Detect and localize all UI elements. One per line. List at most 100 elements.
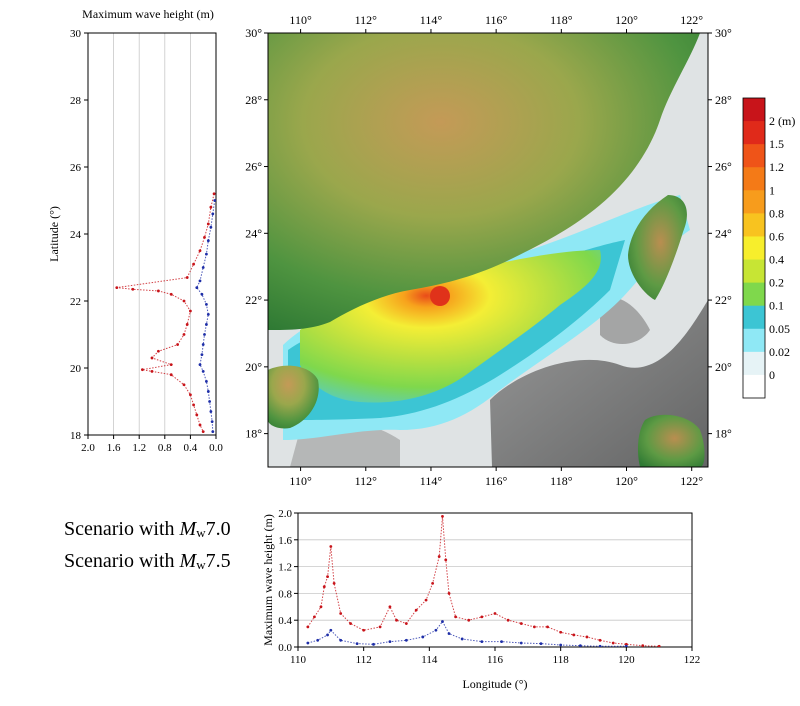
map-bottom-tick-label: 110° <box>289 474 312 488</box>
left-y-tick-label: 28 <box>70 95 82 107</box>
colorbar-label: 1.2 <box>769 160 784 174</box>
bottom-data-point <box>572 633 576 637</box>
map-left-tick-label: 18° <box>245 427 262 441</box>
colorbar-block <box>743 259 765 284</box>
legend-var: M <box>179 518 197 540</box>
left-data-point <box>201 343 205 346</box>
map-left-tick-label: 26° <box>245 160 262 174</box>
map-right-tick-label: 18° <box>715 427 732 441</box>
colorbar-block <box>743 282 765 307</box>
bottom-data-point <box>519 622 523 625</box>
colorbar-block <box>743 213 765 237</box>
left-data-point <box>211 212 215 216</box>
bottom-data-point <box>500 640 503 644</box>
colorbar-block <box>743 236 765 261</box>
colorbar-block <box>743 328 765 353</box>
bottom-data-trace <box>307 516 660 647</box>
mainland-china <box>268 33 700 330</box>
bottom-panel-grid <box>298 539 692 621</box>
map-right-tick-label: 28° <box>715 93 732 107</box>
bottom-y-tick-label: 0.0 <box>278 642 292 654</box>
map-top-tick-label: 114° <box>420 13 443 27</box>
map-left-tick-label: 30° <box>245 26 262 40</box>
taiwan-island <box>628 195 687 300</box>
bottom-data-point <box>437 555 441 558</box>
colorbar: 2 (m) 1.5 1.2 1 0.8 0.6 0.4 0.2 0.1 0.05 0.02 0 <box>742 97 795 399</box>
bottom-data-point <box>404 638 408 642</box>
colorbar-block <box>743 305 765 330</box>
colorbar-frame <box>742 97 766 399</box>
left-data-point <box>211 430 215 434</box>
map-right-tick-label: 26° <box>715 160 732 174</box>
wave-zone-high <box>300 250 601 403</box>
map-right-tick-label: 30° <box>715 26 732 40</box>
bottom-panel-ylabel: Maximum wave height (m) <box>261 514 275 646</box>
colorbar-block <box>743 374 765 399</box>
map-bottom-tick-label: 122° <box>680 474 703 488</box>
map-top-tick-label: 116° <box>485 13 508 27</box>
bottom-panel-points <box>306 514 661 647</box>
map-frame <box>267 32 709 468</box>
left-data-point <box>169 373 173 377</box>
left-panel-points <box>115 192 216 434</box>
left-panel-frame <box>87 32 217 436</box>
bottom-data-point <box>447 592 451 595</box>
colorbar-block <box>743 190 765 214</box>
legend-sub: w <box>196 525 206 540</box>
left-panel-ylabel: Latitude (°) <box>47 206 61 262</box>
legend-value: 7.0 <box>205 518 231 540</box>
left-x-tick-label: 0.4 <box>184 442 198 454</box>
map-bottom-tick-label: 112° <box>355 474 378 488</box>
left-x-tick-label: 1.2 <box>132 442 146 454</box>
colorbar-label: 0.2 <box>769 276 784 290</box>
left-data-point <box>209 410 213 413</box>
colorbar-label: 0.05 <box>769 322 790 336</box>
wave-source-peak <box>430 286 450 306</box>
left-data-point <box>201 266 205 269</box>
bottom-data-point <box>441 514 444 518</box>
map-bottom-tick-label: 114° <box>420 474 443 488</box>
bottom-data-point <box>578 644 582 647</box>
bottom-panel-xlabel: Longitude (°) <box>462 677 527 691</box>
colorbar-label: 1.5 <box>769 137 784 151</box>
map-right-tick-label: 20° <box>715 360 732 374</box>
map-right-tick-label: 24° <box>715 226 732 240</box>
colorbar-label: 0 <box>769 368 775 382</box>
left-y-tick-label: 20 <box>70 363 82 375</box>
map-right-tick-label: 22° <box>715 293 732 307</box>
left-data-point <box>201 430 205 434</box>
left-panel-grid <box>113 33 191 435</box>
bottom-y-tick-label: 1.6 <box>278 535 292 547</box>
bottom-data-point <box>624 642 628 646</box>
map-bottom-tick-label: 118° <box>550 474 573 488</box>
bottom-x-tick-label: 122 <box>684 654 701 666</box>
left-y-tick-label: 24 <box>70 229 82 241</box>
left-x-tick-label: 0.0 <box>209 442 223 454</box>
colorbar-label: 0.1 <box>769 299 784 313</box>
map-ticks: 110° 110° 112° 112° 114° 114° 116° 116° 118° 118°… <box>245 13 732 488</box>
bottom-y-tick-label: 1.2 <box>278 562 292 574</box>
map-top-tick-label: 112° <box>355 13 378 27</box>
bottom-x-tick-label: 118 <box>553 654 570 666</box>
bottom-x-tick-label: 112 <box>356 654 372 666</box>
map-top-tick-label: 118° <box>550 13 573 27</box>
left-panel-ticks: 2.0 1.6 1.2 0.8 0.4 0.0 30 28 26 24 22 20 18 <box>70 28 223 454</box>
legend-prefix: Scenario with <box>64 518 180 540</box>
seafloor-relief-2 <box>600 297 650 345</box>
left-data-point <box>141 368 144 372</box>
colorbar-label: 0.8 <box>769 206 784 220</box>
left-data-trace <box>196 200 216 432</box>
colorbar-block <box>743 167 765 191</box>
left-y-tick-label: 30 <box>70 28 82 40</box>
legend-sub: w <box>196 557 206 572</box>
luzon-island <box>637 414 705 467</box>
bottom-data-point <box>598 638 602 642</box>
map-left-tick-label: 22° <box>245 293 262 307</box>
left-data-trace <box>116 193 215 432</box>
map-bottom-tick-label: 116° <box>485 474 508 488</box>
bottom-data-point <box>624 644 628 647</box>
bottom-data-point <box>372 642 375 646</box>
colorbar-label: 0.02 <box>769 345 790 359</box>
